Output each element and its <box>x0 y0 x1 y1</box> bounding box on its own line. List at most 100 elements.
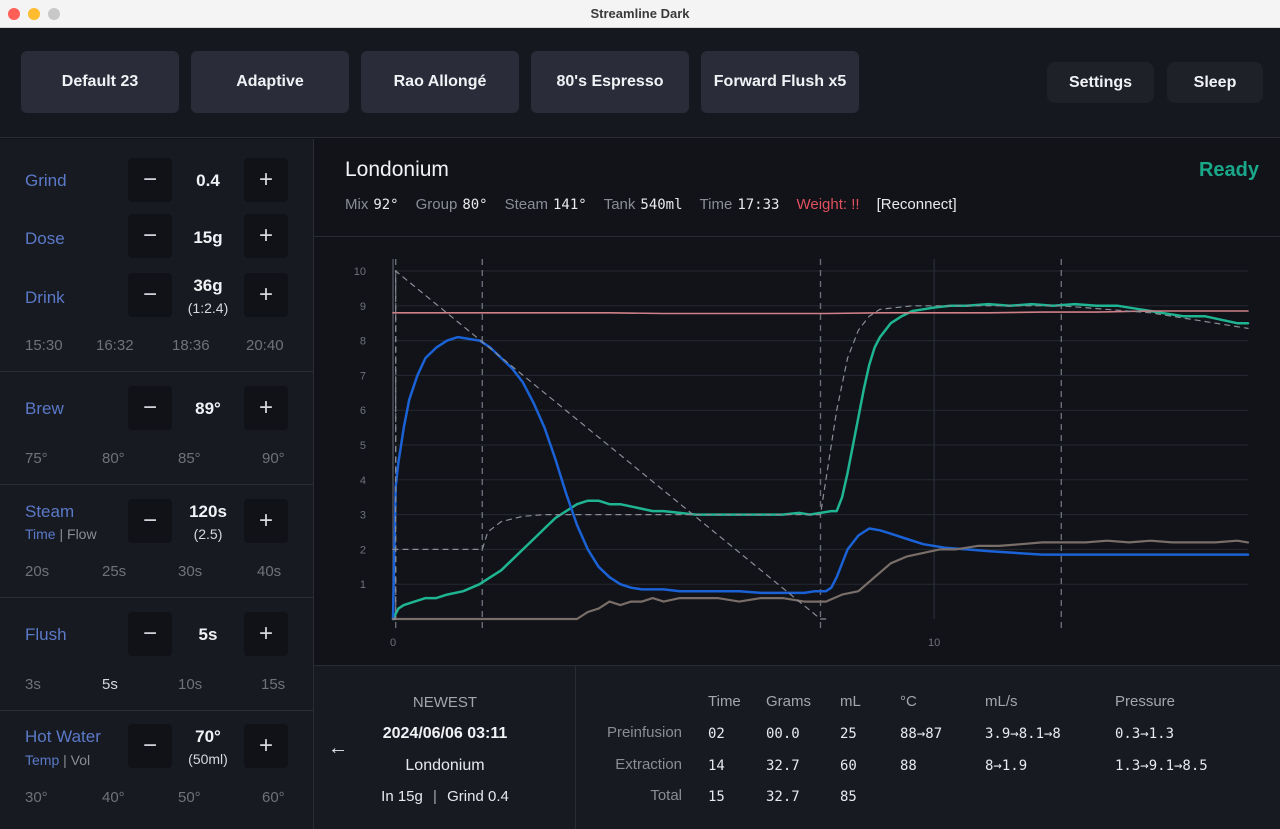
grind-value: 0.4 <box>196 171 220 190</box>
hot-water-quick-option[interactable]: 30° <box>25 789 48 806</box>
scale-reconnect-link[interactable]: [Reconnect] <box>876 196 957 213</box>
previous-shot-arrow-icon[interactable]: ← <box>328 737 348 759</box>
shot-stats-table: Time Grams mL °C mL/s Pressure Preinfusi… <box>576 666 1280 829</box>
y-tick-label: 4 <box>360 475 366 487</box>
hot-water-mode-toggle[interactable]: Temp | Vol <box>25 752 90 768</box>
drink-increment-button[interactable]: + <box>244 273 288 317</box>
grind-decrement-button[interactable]: − <box>128 158 172 202</box>
drink-quick-option[interactable]: 15:30 <box>25 337 63 354</box>
group-temp-label: Group <box>415 196 458 213</box>
brew-label: Brew <box>25 399 64 418</box>
hot-water-volume-value: (50ml) <box>188 751 228 767</box>
last-shot-summary: ← NEWEST 2024/06/06 03:11 Londonium In 1… <box>314 666 576 829</box>
table-cell: 14 <box>708 758 725 774</box>
preset-button-80s-espresso[interactable]: 80's Espresso <box>531 51 689 113</box>
sleep-button[interactable]: Sleep <box>1167 62 1263 103</box>
parameter-panel: Grind − 0.4 + Dose − 15g + Drink − 36g (… <box>0 139 314 829</box>
table-cell: 85 <box>840 789 857 805</box>
hot-water-quick-option[interactable]: 60° <box>262 789 285 806</box>
flush-quick-option-selected[interactable]: 5s <box>102 676 118 693</box>
steam-mode-flow[interactable]: Flow <box>67 526 97 542</box>
brew-quick-option[interactable]: 85° <box>178 450 201 467</box>
hot-water-label: Hot Water <box>25 727 101 746</box>
bean-name: Londonium <box>345 158 449 181</box>
shot-chart-svg: 1 2 3 4 5 6 7 8 9 10 0 10 <box>354 259 1250 649</box>
shot-chart: 1 2 3 4 5 6 7 8 9 10 0 10 <box>314 237 1280 665</box>
settings-button[interactable]: Settings <box>1047 62 1154 103</box>
hot-water-section: Hot Water Temp | Vol − 70° (50ml) + 30° … <box>0 711 313 829</box>
hot-water-decrement-button[interactable]: − <box>128 724 172 768</box>
steam-quick-option[interactable]: 25s <box>102 563 127 580</box>
hot-water-mode-separator: | <box>63 752 67 768</box>
flush-quick-option[interactable]: 15s <box>261 676 286 693</box>
brew-quick-option[interactable]: 75° <box>25 450 48 467</box>
dose-decrement-button[interactable]: − <box>128 214 172 258</box>
y-tick-label: 1 <box>360 579 366 591</box>
hot-water-quick-option[interactable]: 50° <box>178 789 201 806</box>
table-cell: 00.0 <box>766 726 800 742</box>
preset-bar: Default 23 Adaptive Rao Allongé 80's Esp… <box>0 28 1280 138</box>
steam-mode-toggle[interactable]: Time | Flow <box>25 526 97 542</box>
table-cell: 02 <box>708 726 725 742</box>
preset-button-adaptive[interactable]: Adaptive <box>191 51 349 113</box>
table-cell: 88→87 <box>900 726 943 742</box>
mix-temp-label: Mix <box>345 196 369 213</box>
preset-button-default-23[interactable]: Default 23 <box>21 51 179 113</box>
close-window-button[interactable] <box>8 8 20 20</box>
machine-status-header: Londonium Ready Mix 92° Group 80° Steam 141… <box>314 139 1280 237</box>
flush-quick-options: 3s 5s 10s 15s <box>0 676 313 696</box>
clock-label: Time <box>699 196 733 213</box>
window-titlebar: Streamline Dark <box>0 0 1280 28</box>
row-label-total: Total <box>650 787 682 804</box>
y-tick-label: 3 <box>360 510 366 522</box>
last-shot-panel: ← NEWEST 2024/06/06 03:11 Londonium In 1… <box>314 665 1280 829</box>
drink-quick-option[interactable]: 16:32 <box>96 337 134 354</box>
flush-quick-option[interactable]: 3s <box>25 676 41 693</box>
steam-mode-time[interactable]: Time <box>25 526 56 542</box>
group-temp-reading: Group 80° <box>416 196 488 213</box>
mix-temp-reading: Mix 92° <box>345 196 399 213</box>
flush-quick-option[interactable]: 10s <box>178 676 203 693</box>
brew-decrement-button[interactable]: − <box>128 386 172 430</box>
hot-water-mode-vol[interactable]: Vol <box>70 752 91 768</box>
table-cell: 25 <box>840 726 857 742</box>
dose-value: 15g <box>193 228 223 247</box>
brew-increment-button[interactable]: + <box>244 386 288 430</box>
y-tick-label: 10 <box>354 266 366 278</box>
machine-status: Ready <box>1198 159 1259 181</box>
tank-level-label: Tank <box>603 196 636 213</box>
hot-water-quick-option[interactable]: 40° <box>102 789 125 806</box>
temperature-series-line <box>392 310 1249 315</box>
shot-datetime: 2024/06/06 03:11 <box>382 725 508 742</box>
steam-decrement-button[interactable]: − <box>128 499 172 543</box>
flow-series-line <box>391 335 1250 621</box>
dose-increment-button[interactable]: + <box>244 214 288 258</box>
steam-quick-option[interactable]: 30s <box>178 563 203 580</box>
minimize-window-button[interactable] <box>28 8 40 20</box>
target_pressure-series-line <box>392 305 1249 550</box>
steam-quick-option[interactable]: 20s <box>25 563 50 580</box>
drink-quick-option[interactable]: 18:36 <box>172 337 210 354</box>
y-tick-label: 8 <box>360 336 366 348</box>
preset-button-forward-flush[interactable]: Forward Flush x5 <box>701 51 859 113</box>
brew-quick-option[interactable]: 80° <box>102 450 125 467</box>
drink-decrement-button[interactable]: − <box>128 273 172 317</box>
flush-decrement-button[interactable]: − <box>128 612 172 656</box>
preset-button-rao-allonge[interactable]: Rao Allongé <box>361 51 519 113</box>
zoom-window-button[interactable] <box>48 8 60 20</box>
grind-increment-button[interactable]: + <box>244 158 288 202</box>
flush-label: Flush <box>25 625 67 644</box>
table-cell: 3.9→8.1→8 <box>985 726 1061 742</box>
steam-quick-option[interactable]: 40s <box>257 563 282 580</box>
hot-water-increment-button[interactable]: + <box>244 724 288 768</box>
hot-water-quick-options: 30° 40° 50° 60° <box>0 789 313 809</box>
brew-quick-option[interactable]: 90° <box>262 450 285 467</box>
flush-increment-button[interactable]: + <box>244 612 288 656</box>
y-tick-label: 2 <box>360 544 366 556</box>
column-header-grams: Grams <box>766 693 811 710</box>
steam-increment-button[interactable]: + <box>244 499 288 543</box>
table-cell: 0.3→1.3 <box>1115 726 1175 742</box>
drink-quick-option[interactable]: 20:40 <box>246 337 284 354</box>
hot-water-mode-temp[interactable]: Temp <box>25 752 60 768</box>
steam-flow-value: (2.5) <box>193 526 223 542</box>
